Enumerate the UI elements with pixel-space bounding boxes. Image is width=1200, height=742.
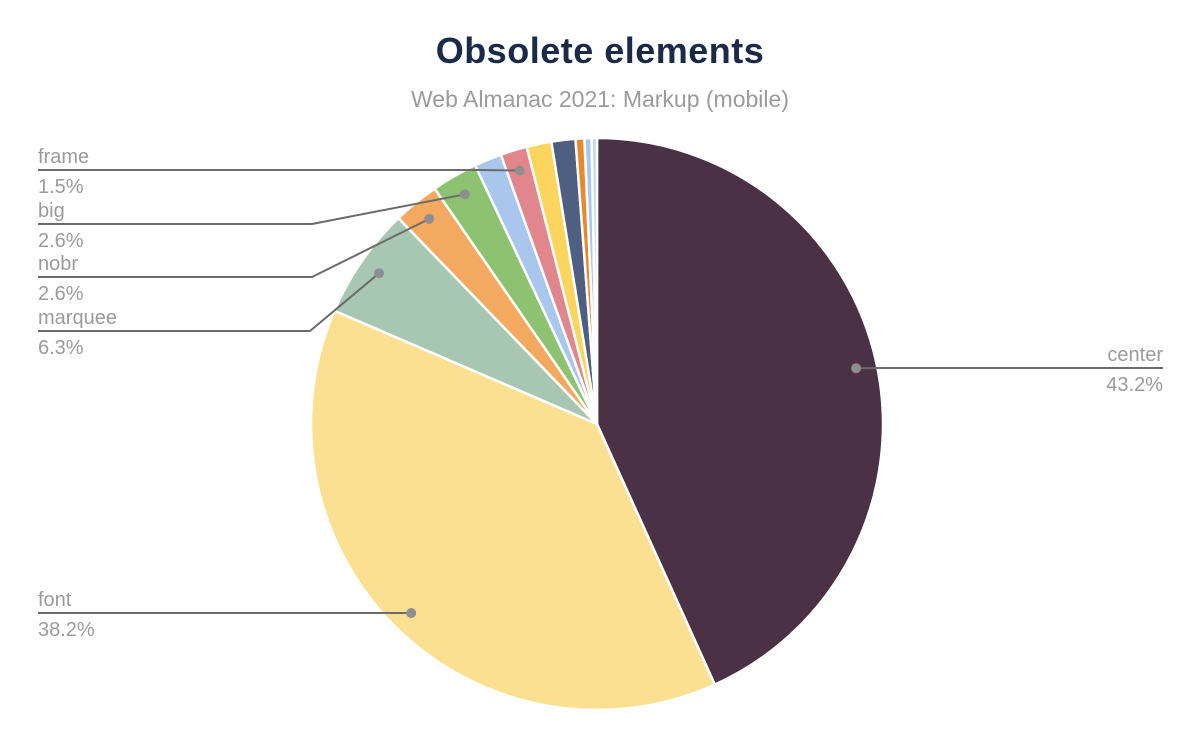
callout-dot-center (851, 363, 862, 374)
callout-dot-frame (514, 165, 525, 176)
callout-dot-marquee (374, 268, 385, 279)
callout-dot-nobr (424, 213, 435, 224)
callout-line-big (38, 193, 466, 225)
chart-subtitle: Web Almanac 2021: Markup (mobile) (411, 86, 789, 112)
chart-title: Obsolete elements (435, 30, 765, 71)
callout-line-marquee (38, 272, 380, 332)
callout-dot-big (459, 189, 470, 200)
callout-dot-font (406, 608, 417, 618)
callout-line-frame (38, 169, 520, 172)
pie-slice-unlabeled-11[interactable] (590, 136, 599, 425)
callout-line-nobr (38, 218, 430, 278)
pie-slice-center[interactable] (595, 136, 885, 687)
